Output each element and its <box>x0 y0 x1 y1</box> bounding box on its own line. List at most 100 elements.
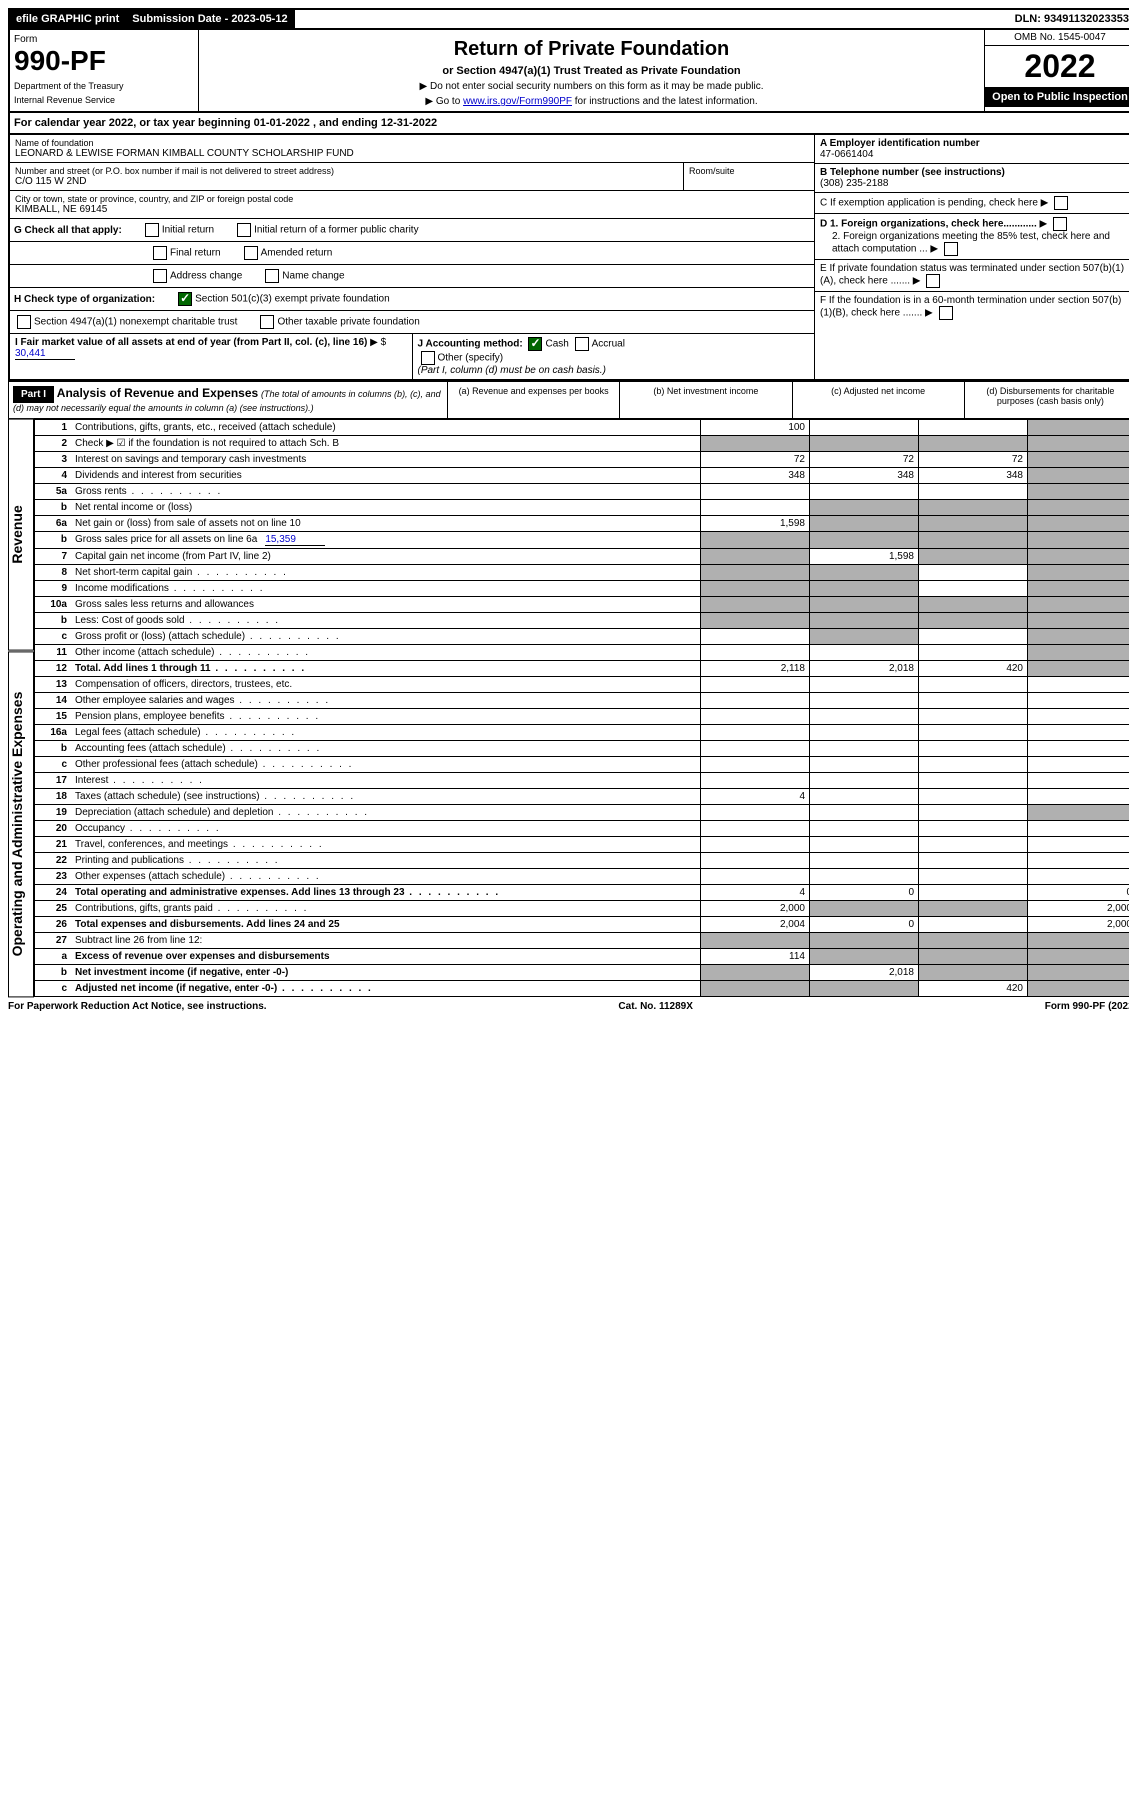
checkbox-4947[interactable] <box>17 315 31 329</box>
checkbox-initial-former[interactable] <box>237 223 251 237</box>
col-c-value <box>919 869 1028 885</box>
line-label: Pension plans, employee benefits <box>71 709 701 725</box>
col-a-value <box>701 597 810 613</box>
irs-link[interactable]: www.irs.gov/Form990PF <box>463 96 572 107</box>
checkbox-f[interactable] <box>939 306 953 320</box>
table-row: 27Subtract line 26 from line 12: <box>35 933 1129 949</box>
col-a-value <box>701 805 810 821</box>
col-d-value <box>1028 516 1129 532</box>
line-number: 12 <box>35 661 72 677</box>
line-number: 10a <box>35 597 72 613</box>
col-d-value <box>1028 757 1129 773</box>
checkbox-address[interactable] <box>153 269 167 283</box>
checkbox-501c3[interactable] <box>178 292 192 306</box>
col-d-value <box>1028 933 1129 949</box>
col-c-value <box>919 677 1028 693</box>
line-label: Interest on savings and temporary cash i… <box>71 452 701 468</box>
line-label: Total operating and administrative expen… <box>71 885 701 901</box>
col-a-value <box>701 436 810 452</box>
calendar-year-row: For calendar year 2022, or tax year begi… <box>8 113 1129 135</box>
col-a-value <box>701 757 810 773</box>
line-number: c <box>35 629 72 645</box>
footer-right: Form 990-PF (2022) <box>1045 1001 1129 1012</box>
col-a-value <box>701 613 810 629</box>
checkbox-other-method[interactable] <box>421 351 435 365</box>
col-b-value <box>810 805 919 821</box>
table-row: bGross sales price for all assets on lin… <box>35 532 1129 549</box>
revenue-sidelabel: Revenue <box>8 419 34 651</box>
col-d-value <box>1028 468 1129 484</box>
section-i: I Fair market value of all assets at end… <box>10 334 413 379</box>
line-number: 7 <box>35 549 72 565</box>
col-b-value <box>810 420 919 436</box>
line-label: Capital gain net income (from Part IV, l… <box>71 549 701 565</box>
col-c-value <box>919 581 1028 597</box>
line-number: 4 <box>35 468 72 484</box>
section-d: D 1. Foreign organizations, check here..… <box>815 214 1129 260</box>
col-c-value <box>919 565 1028 581</box>
col-b-value <box>810 757 919 773</box>
checkbox-d2[interactable] <box>944 242 958 256</box>
col-d-value <box>1028 789 1129 805</box>
col-a-value: 2,118 <box>701 661 810 677</box>
col-a-value <box>701 773 810 789</box>
table-row: 9Income modifications <box>35 581 1129 597</box>
col-b-value <box>810 677 919 693</box>
checkbox-other-taxable[interactable] <box>260 315 274 329</box>
dept-irs: Internal Revenue Service <box>14 95 194 105</box>
checkbox-name[interactable] <box>265 269 279 283</box>
col-c-value: 420 <box>919 661 1028 677</box>
checkbox-cash[interactable] <box>528 337 542 351</box>
checkbox-final[interactable] <box>153 246 167 260</box>
table-row: 19Depreciation (attach schedule) and dep… <box>35 805 1129 821</box>
col-b-value <box>810 500 919 516</box>
section-c: C If exemption application is pending, c… <box>815 193 1129 214</box>
col-d-value <box>1028 677 1129 693</box>
col-c-value <box>919 949 1028 965</box>
header-right: OMB No. 1545-0047 2022 Open to Public In… <box>984 30 1129 111</box>
info-left: Name of foundation LEONARD & LEWISE FORM… <box>10 135 814 379</box>
line-label: Income modifications <box>71 581 701 597</box>
line-number: b <box>35 532 72 549</box>
col-d-value <box>1028 853 1129 869</box>
footer-left: For Paperwork Reduction Act Notice, see … <box>8 1001 267 1012</box>
line-label: Gross rents <box>71 484 701 500</box>
line-label: Other employee salaries and wages <box>71 693 701 709</box>
form-number: 990-PF <box>14 45 194 77</box>
col-b-header: (b) Net investment income <box>619 382 791 418</box>
line-label: Other income (attach schedule) <box>71 645 701 661</box>
checkbox-e[interactable] <box>926 274 940 288</box>
line-number: 15 <box>35 709 72 725</box>
checkbox-amended[interactable] <box>244 246 258 260</box>
table-row: bLess: Cost of goods sold <box>35 613 1129 629</box>
col-d-value <box>1028 436 1129 452</box>
col-a-value <box>701 581 810 597</box>
col-d-value <box>1028 500 1129 516</box>
checkbox-c[interactable] <box>1054 196 1068 210</box>
fmv-value: 30,441 <box>15 348 75 360</box>
part1-table: 1Contributions, gifts, grants, etc., rec… <box>34 419 1129 997</box>
section-g: G Check all that apply: Initial return I… <box>10 219 814 242</box>
col-b-value <box>810 613 919 629</box>
line-label: Net investment income (if negative, ente… <box>71 965 701 981</box>
year-begin: 01-01-2022 <box>254 117 310 129</box>
entity-info-block: Name of foundation LEONARD & LEWISE FORM… <box>8 135 1129 381</box>
line-label: Total expenses and disbursements. Add li… <box>71 917 701 933</box>
section-g-row2: Final return Amended return <box>10 242 814 265</box>
part1-header: Part I Analysis of Revenue and Expenses … <box>8 381 1129 419</box>
col-c-value <box>919 965 1028 981</box>
col-d-value <box>1028 613 1129 629</box>
col-c-value: 348 <box>919 468 1028 484</box>
col-b-value <box>810 869 919 885</box>
checkbox-accrual[interactable] <box>575 337 589 351</box>
col-b-value <box>810 789 919 805</box>
checkbox-initial[interactable] <box>145 223 159 237</box>
line-label: Less: Cost of goods sold <box>71 613 701 629</box>
checkbox-d1[interactable] <box>1053 217 1067 231</box>
col-b-value <box>810 645 919 661</box>
col-c-value <box>919 853 1028 869</box>
table-row: bNet investment income (if negative, ent… <box>35 965 1129 981</box>
city-state-zip: KIMBALL, NE 69145 <box>15 204 809 215</box>
table-row: 15Pension plans, employee benefits <box>35 709 1129 725</box>
col-c-value <box>919 549 1028 565</box>
